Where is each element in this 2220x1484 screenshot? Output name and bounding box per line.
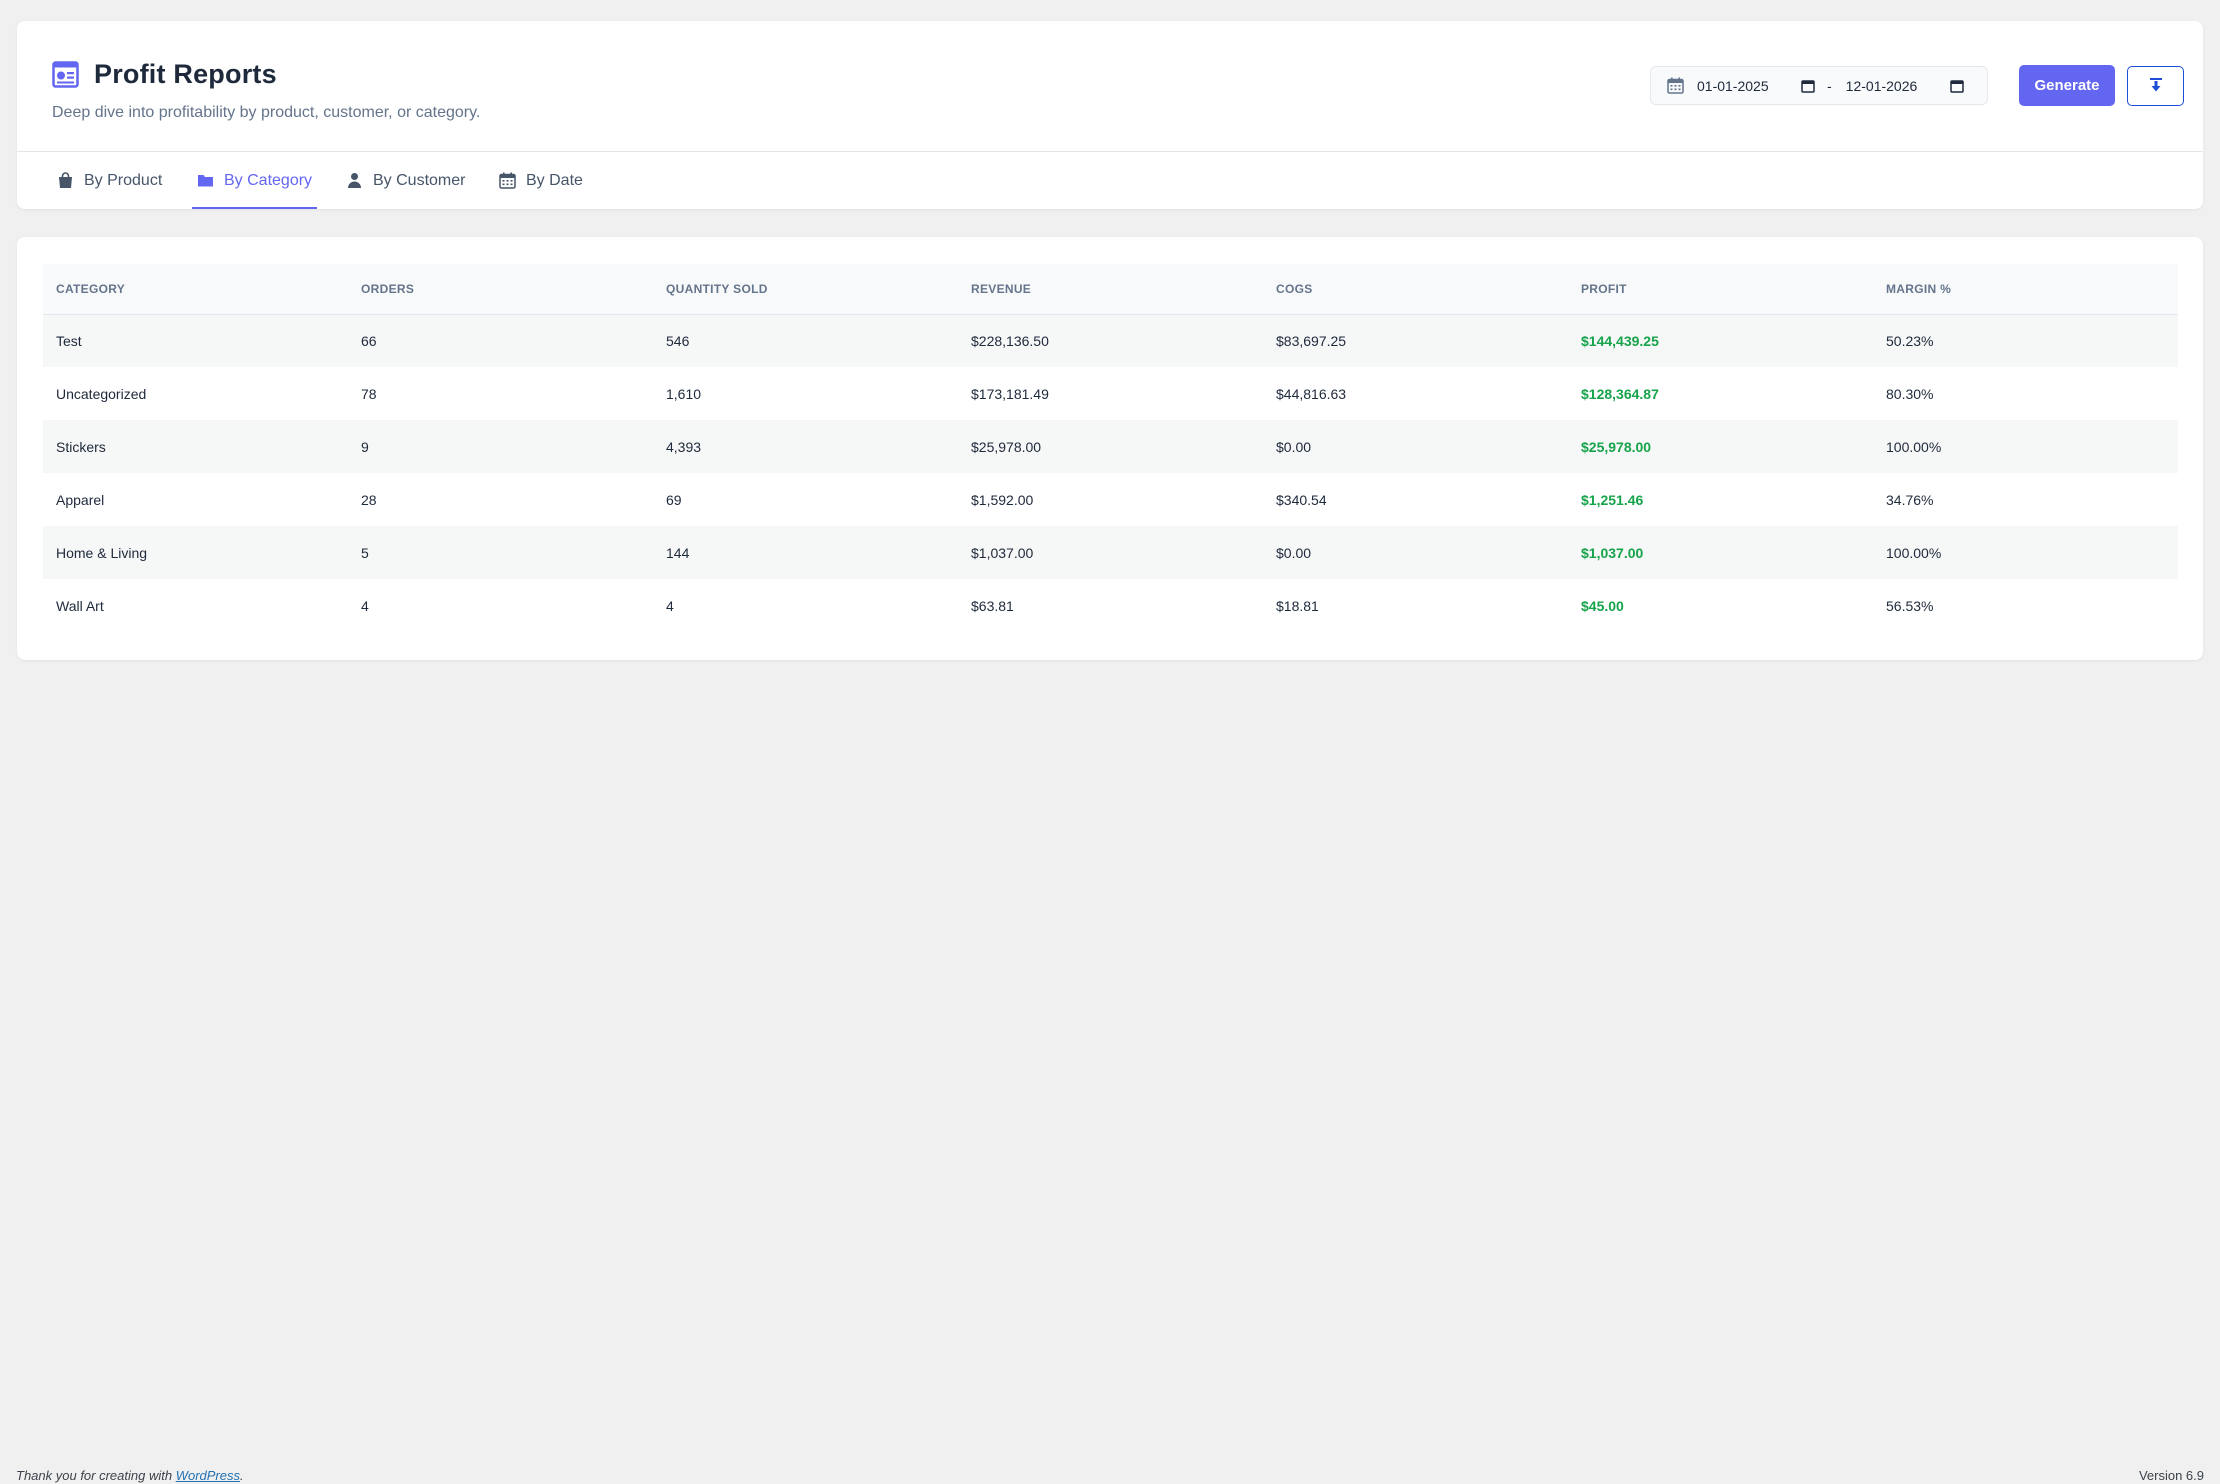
cell-orders: 5	[348, 526, 653, 579]
cell-cogs: $44,816.63	[1263, 367, 1568, 420]
cell-margin: 100.00%	[1873, 526, 2178, 579]
cell-category: Home & Living	[43, 526, 348, 579]
cell-revenue: $173,181.49	[958, 367, 1263, 420]
download-icon	[2148, 77, 2164, 96]
tab-by-category[interactable]: By Category	[192, 152, 318, 209]
cell-cogs: $0.00	[1263, 420, 1568, 473]
cell-revenue: $1,037.00	[958, 526, 1263, 579]
cell-margin: 50.23%	[1873, 314, 2178, 367]
column-header-quantity-sold: QUANTITY SOLD	[653, 264, 958, 315]
cell-cogs: $340.54	[1263, 473, 1568, 526]
cell-cogs: $18.81	[1263, 579, 1568, 632]
cell-profit: $45.00	[1568, 579, 1873, 632]
cell-category: Wall Art	[43, 579, 348, 632]
column-header-orders: ORDERS	[348, 264, 653, 315]
cell-quantity: 4,393	[653, 420, 958, 473]
column-header-revenue: REVENUE	[958, 264, 1263, 315]
tab-label: By Customer	[373, 171, 466, 189]
cell-revenue: $63.81	[958, 579, 1263, 632]
cell-cogs: $83,697.25	[1263, 314, 1568, 367]
page-subtitle: Deep dive into profitability by product,…	[52, 104, 481, 121]
cell-orders: 66	[348, 314, 653, 367]
date-separator: -	[1827, 77, 1832, 94]
footer-thanks: Thank you for creating with WordPress.	[16, 1468, 244, 1483]
cell-quantity: 546	[653, 314, 958, 367]
table-row: Uncategorized 78 1,610 $173,181.49 $44,8…	[43, 367, 2178, 420]
cell-orders: 9	[348, 420, 653, 473]
cell-profit: $1,251.46	[1568, 473, 1873, 526]
report-tabs: By Product By Category By Customer	[17, 152, 2203, 209]
calendar-icon	[499, 172, 516, 189]
tab-label: By Date	[526, 171, 583, 189]
wordpress-link[interactable]: WordPress	[175, 1468, 240, 1483]
tab-by-customer[interactable]: By Customer	[341, 152, 470, 209]
header-card: Profit Reports Deep dive into profitabil…	[17, 21, 2203, 151]
cell-category: Stickers	[43, 420, 348, 473]
footer-thanks-suffix: .	[240, 1468, 244, 1483]
cell-orders: 4	[348, 579, 653, 632]
column-header-profit: PROFIT	[1568, 264, 1873, 315]
table-row: Home & Living 5 144 $1,037.00 $0.00 $1,0…	[43, 526, 2178, 579]
export-button[interactable]	[2127, 66, 2184, 106]
folder-icon	[197, 172, 214, 189]
cell-category: Test	[43, 314, 348, 367]
title-row: Profit Reports	[52, 59, 277, 90]
date-from-input[interactable]: 01-01-2025	[1697, 77, 1769, 94]
table-row: Apparel 28 69 $1,592.00 $340.54 $1,251.4…	[43, 473, 2178, 526]
cell-profit: $25,978.00	[1568, 420, 1873, 473]
cell-category: Apparel	[43, 473, 348, 526]
column-header-margin: MARGIN %	[1873, 264, 2178, 315]
date-to-calendar-icon[interactable]	[1949, 79, 1964, 93]
cell-cogs: $0.00	[1263, 526, 1568, 579]
cell-orders: 28	[348, 473, 653, 526]
cell-quantity: 144	[653, 526, 958, 579]
column-header-cogs: COGS	[1263, 264, 1568, 315]
cell-margin: 100.00%	[1873, 420, 2178, 473]
cell-profit: $1,037.00	[1568, 526, 1873, 579]
cell-margin: 34.76%	[1873, 473, 2178, 526]
date-range-picker[interactable]: 01-01-2025 - 12-01-2026	[1650, 66, 1988, 105]
date-to-input[interactable]: 12-01-2026	[1845, 77, 1918, 94]
cell-revenue: $25,978.00	[958, 420, 1263, 473]
cell-quantity: 4	[653, 579, 958, 632]
page-title: Profit Reports	[94, 59, 277, 89]
report-table-card: CATEGORY ORDERS QUANTITY SOLD REVENUE CO…	[17, 237, 2203, 660]
tab-label: By Category	[224, 171, 313, 189]
cell-revenue: $1,592.00	[958, 473, 1263, 526]
cell-margin: 56.53%	[1873, 579, 2178, 632]
generate-button[interactable]: Generate	[2019, 65, 2115, 106]
table-row: Wall Art 4 4 $63.81 $18.81 $45.00 56.53%	[43, 579, 2178, 632]
tab-label: By Product	[84, 171, 163, 189]
tab-by-date[interactable]: By Date	[494, 152, 588, 209]
cell-profit: $144,439.25	[1568, 314, 1873, 367]
calendar-icon	[1667, 77, 1684, 94]
cell-quantity: 69	[653, 473, 958, 526]
footer-thanks-text: Thank you for creating with	[16, 1468, 176, 1483]
table-row: Test 66 546 $228,136.50 $83,697.25 $144,…	[43, 314, 2178, 367]
footer-version: Version 6.9	[2138, 1468, 2204, 1483]
date-from-calendar-icon[interactable]	[1801, 79, 1815, 93]
column-header-category: CATEGORY	[43, 264, 348, 315]
cell-orders: 78	[348, 367, 653, 420]
cell-profit: $128,364.87	[1568, 367, 1873, 420]
shopping-bag-icon	[57, 172, 74, 189]
cell-margin: 80.30%	[1873, 367, 2178, 420]
table-header-row: CATEGORY ORDERS QUANTITY SOLD REVENUE CO…	[43, 264, 2178, 315]
cell-quantity: 1,610	[653, 367, 958, 420]
report-icon	[52, 61, 79, 88]
cell-category: Uncategorized	[43, 367, 348, 420]
cell-revenue: $228,136.50	[958, 314, 1263, 367]
user-icon	[346, 172, 363, 189]
profit-table: CATEGORY ORDERS QUANTITY SOLD REVENUE CO…	[43, 264, 2178, 632]
table-row: Stickers 9 4,393 $25,978.00 $0.00 $25,97…	[43, 420, 2178, 473]
tab-by-product[interactable]: By Product	[52, 152, 167, 209]
